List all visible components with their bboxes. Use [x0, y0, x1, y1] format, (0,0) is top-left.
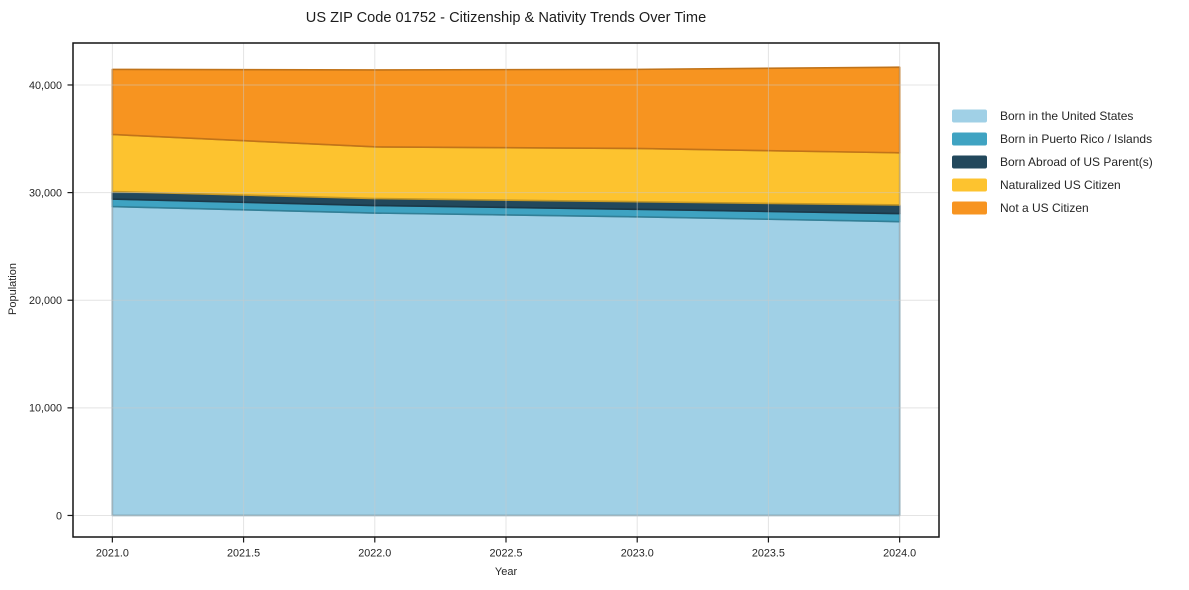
y-tick-label-20,000: 20,000	[29, 295, 62, 307]
legend-label-naturalized: Naturalized US Citizen	[1000, 178, 1121, 192]
legend-swatch-naturalized	[952, 178, 987, 192]
x-tick-label-2023.5: 2023.5	[752, 548, 785, 560]
legend-label-puerto-rico: Born in Puerto Rico / Islands	[1000, 132, 1152, 146]
legend-swatch-born-in-us	[952, 109, 987, 123]
legend-item: Born Abroad of US Parent(s)	[952, 155, 1153, 169]
x-axis-label: Year	[495, 566, 518, 578]
y-tick-label-30,000: 30,000	[29, 187, 62, 199]
x-tick-label-2022.0: 2022.0	[358, 548, 391, 560]
y-axis-label: Population	[7, 263, 19, 315]
x-tick-label-2023.0: 2023.0	[621, 548, 654, 560]
legend-label-born-in-us: Born in the United States	[1000, 109, 1133, 123]
legend-label-not-citizen: Not a US Citizen	[1000, 201, 1089, 215]
ticks-layer: 2021.0 2021.5 2022.0 2022.5 2023.0 2023.5 2024…	[29, 80, 916, 560]
legend-swatch-puerto-rico	[952, 132, 987, 146]
legend-item: Not a US Citizen	[952, 201, 1089, 215]
legend-item: Born in the United States	[952, 109, 1133, 123]
x-tick-label-2021.5: 2021.5	[227, 548, 260, 560]
legend-swatch-not-citizen	[952, 201, 987, 215]
legend-swatch-born-abroad	[952, 155, 987, 169]
x-tick-label-2024.0: 2024.0	[883, 548, 916, 560]
y-tick-label-10,000: 10,000	[29, 403, 62, 415]
legend-item: Naturalized US Citizen	[952, 178, 1121, 192]
y-tick-label-0: 0	[56, 510, 62, 522]
legend-label-born-abroad: Born Abroad of US Parent(s)	[1000, 155, 1153, 169]
chart-title: US ZIP Code 01752 - Citizenship & Nativi…	[306, 10, 706, 26]
x-tick-label-2022.5: 2022.5	[489, 548, 522, 560]
legend-item: Born in Puerto Rico / Islands	[952, 132, 1152, 146]
legend: Born in the United States Born in Puerto…	[952, 109, 1153, 215]
y-tick-label-40,000: 40,000	[29, 80, 62, 92]
grid-layer	[73, 43, 939, 537]
x-tick-label-2021.0: 2021.0	[96, 548, 129, 560]
